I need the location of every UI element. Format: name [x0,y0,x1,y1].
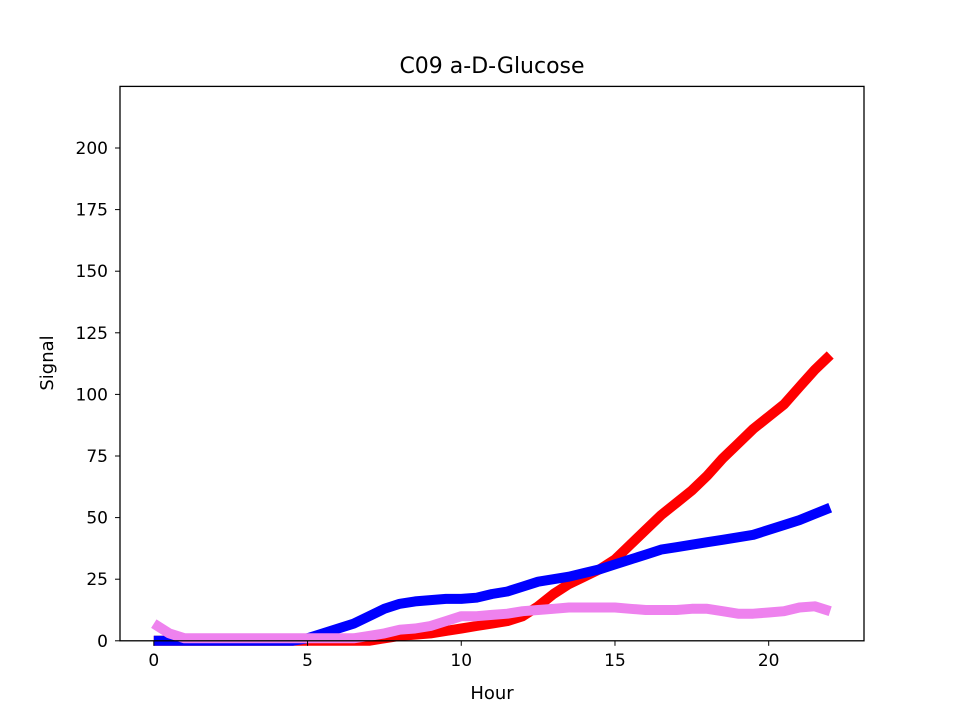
x-tick-label: 0 [148,651,159,671]
y-axis-ticks: 0 25 50 75 100 125 150 175 200 [76,139,120,652]
y-tick-label: 25 [86,570,108,590]
x-tick-label: 10 [450,651,472,671]
y-axis-label: Signal [37,335,58,390]
y-tick-label: 0 [97,632,108,652]
x-axis-ticks: 0 5 10 15 20 [148,640,780,671]
y-tick-label: 100 [76,385,108,405]
y-tick-label: 175 [76,201,108,221]
y-tick-label: 200 [76,139,108,159]
y-tick-label: 125 [76,324,108,344]
x-axis-label: Hour [470,683,514,704]
x-tick-label: 15 [604,651,626,671]
plot-frame [119,85,865,642]
series-layer [151,351,834,646]
chart-title: C09 a-D-Glucose [399,54,584,79]
y-tick-label: 75 [86,447,108,467]
y-tick-label: 50 [86,509,108,529]
series-line-3 [151,601,832,644]
x-tick-label: 20 [758,651,780,671]
y-tick-label: 150 [76,262,108,282]
x-tick-label: 5 [302,651,313,671]
